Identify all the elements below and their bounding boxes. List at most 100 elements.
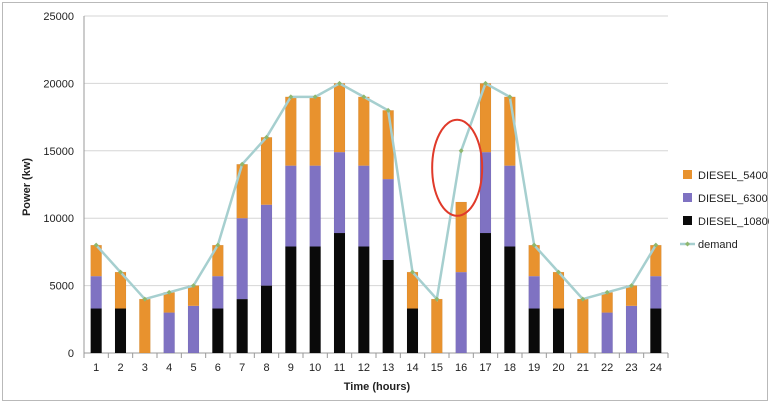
y-tick-label: 10000 xyxy=(43,213,74,225)
x-tick-label: 10 xyxy=(309,362,321,374)
bar-diesel-10800 xyxy=(261,285,272,353)
x-tick-label: 16 xyxy=(455,362,467,374)
legend-swatch-diesel-6300 xyxy=(683,193,692,202)
bar-diesel-10800 xyxy=(90,308,102,353)
legend-label-demand: demand xyxy=(698,239,738,251)
bar-diesel-5400 xyxy=(553,272,564,309)
bar-diesel-5400 xyxy=(480,83,491,153)
bar-diesel-6300 xyxy=(601,312,613,353)
bar-diesel-5400 xyxy=(577,299,589,353)
demand-point xyxy=(337,80,342,86)
annotations xyxy=(431,118,484,217)
demand-point xyxy=(118,269,123,275)
y-tick-label: 5000 xyxy=(50,281,74,293)
bar-diesel-10800 xyxy=(115,308,126,353)
demand-point xyxy=(288,94,294,100)
bar-diesel-5400 xyxy=(115,272,126,309)
bar-diesel-6300 xyxy=(188,305,199,353)
bar-diesel-10800 xyxy=(480,233,491,353)
legend-swatch-diesel-5400 xyxy=(683,170,692,179)
demand-point xyxy=(191,283,196,289)
highlight-ellipse xyxy=(431,118,484,217)
x-tick-label: 12 xyxy=(358,362,370,374)
x-tick-label: 13 xyxy=(382,362,394,374)
legend-swatch-diesel-10800 xyxy=(683,216,692,225)
y-tick-label: 0 xyxy=(68,348,74,360)
demand-point xyxy=(604,289,610,295)
x-tick-label: 23 xyxy=(625,362,637,374)
x-tick-label: 11 xyxy=(334,362,345,374)
x-tick-label: 8 xyxy=(263,362,269,374)
bars xyxy=(90,83,662,354)
bar-diesel-6300 xyxy=(528,276,540,309)
bar-diesel-5400 xyxy=(650,245,662,277)
bar-diesel-6300 xyxy=(358,165,370,247)
demand-point xyxy=(361,94,367,100)
bar-diesel-6300 xyxy=(236,218,248,300)
bar-diesel-10800 xyxy=(650,308,662,353)
demand-point xyxy=(142,296,148,302)
demand-point xyxy=(556,269,561,275)
bar-diesel-6300 xyxy=(334,152,345,234)
bar-diesel-6300 xyxy=(212,276,224,309)
bar-diesel-5400 xyxy=(285,96,297,166)
bar-diesel-10800 xyxy=(236,299,248,353)
x-tick-label: 9 xyxy=(288,362,294,374)
bar-diesel-10800 xyxy=(528,308,540,353)
bar-diesel-10800 xyxy=(309,246,321,353)
demand-polyline xyxy=(95,81,657,302)
demand-point xyxy=(458,148,464,154)
x-tick-label: 24 xyxy=(650,362,662,374)
demand-point xyxy=(507,94,513,100)
bar-diesel-5400 xyxy=(407,272,418,309)
bar-diesel-5400 xyxy=(90,245,102,277)
bar-diesel-5400 xyxy=(431,299,443,353)
x-tick-label: 6 xyxy=(215,362,221,374)
demand-point xyxy=(434,296,440,302)
bar-diesel-5400 xyxy=(601,292,613,313)
bar-diesel-5400 xyxy=(212,245,224,277)
x-tick-label: 18 xyxy=(504,362,516,374)
x-tick-label: 21 xyxy=(577,362,589,374)
x-tick-label: 2 xyxy=(117,362,123,374)
x-tick-label: 5 xyxy=(190,362,196,374)
demand-point xyxy=(166,289,172,295)
x-tick-label: 7 xyxy=(239,362,245,374)
bar-diesel-6300 xyxy=(480,152,491,234)
x-tick-label: 14 xyxy=(406,362,418,374)
x-tick-label: 17 xyxy=(479,362,491,374)
bar-diesel-10800 xyxy=(407,308,418,353)
demand-point xyxy=(215,242,221,248)
bar-diesel-10800 xyxy=(553,308,564,353)
bar-diesel-6300 xyxy=(382,179,394,260)
demand-point xyxy=(629,283,634,289)
bar-diesel-5400 xyxy=(382,110,394,180)
demand-point xyxy=(239,161,245,167)
y-tick-label: 25000 xyxy=(43,11,74,23)
demand-point xyxy=(653,242,659,248)
bar-diesel-6300 xyxy=(163,312,175,353)
x-tick-label: 19 xyxy=(528,362,540,374)
demand-line xyxy=(93,80,659,302)
bar-diesel-10800 xyxy=(358,246,370,353)
legend-label-diesel-6300: DIESEL_6300 xyxy=(698,193,768,205)
demand-point xyxy=(93,242,99,248)
bar-diesel-5400 xyxy=(528,245,540,277)
demand-point xyxy=(531,242,537,248)
legend-label-diesel-5400: DIESEL_5400 xyxy=(698,170,768,182)
bar-diesel-5400 xyxy=(163,292,175,313)
bar-diesel-6300 xyxy=(285,165,297,247)
bar-diesel-5400 xyxy=(334,83,345,153)
bar-diesel-5400 xyxy=(626,285,637,306)
bar-diesel-10800 xyxy=(504,246,516,353)
bar-diesel-5400 xyxy=(236,164,248,219)
demand-point xyxy=(385,107,391,113)
legend-marker-demand xyxy=(685,241,690,247)
bar-diesel-6300 xyxy=(90,276,102,309)
x-axis: 1 2 3 4 5 6 7 8 9 10 11 12 13 14 15 16 17 18 19 20 21 22 23 24 xyxy=(83,352,669,374)
bar-diesel-10800 xyxy=(334,233,345,353)
grid xyxy=(84,15,668,287)
bar-diesel-6300 xyxy=(261,204,272,286)
x-tick-label: 3 xyxy=(142,362,148,374)
